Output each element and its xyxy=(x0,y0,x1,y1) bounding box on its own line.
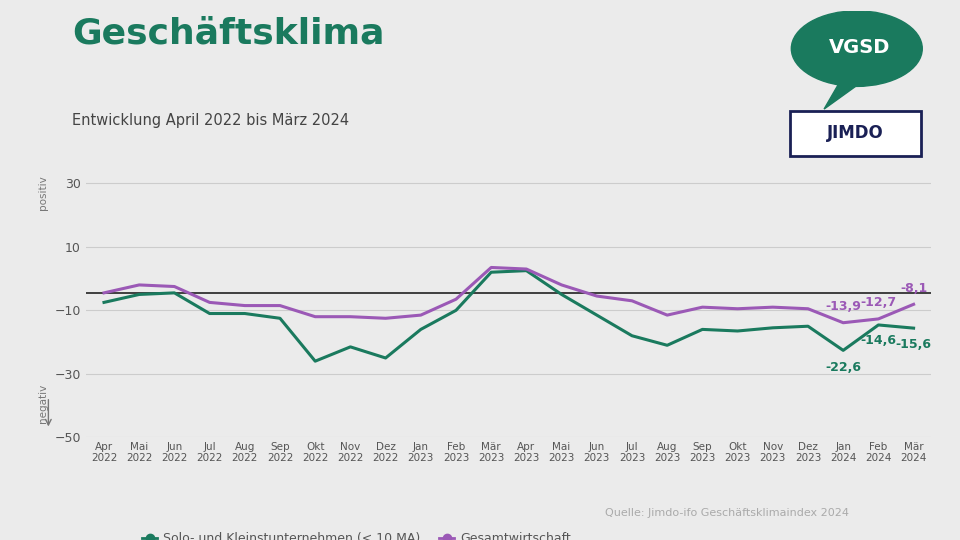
FancyBboxPatch shape xyxy=(790,111,921,156)
Text: -22,6: -22,6 xyxy=(826,361,861,374)
Text: -12,7: -12,7 xyxy=(860,296,897,309)
Polygon shape xyxy=(824,83,860,109)
Text: -14,6: -14,6 xyxy=(860,334,897,347)
Text: Geschäftsklima: Geschäftsklima xyxy=(72,16,385,50)
Text: Entwicklung April 2022 bis März 2024: Entwicklung April 2022 bis März 2024 xyxy=(72,113,349,129)
Ellipse shape xyxy=(791,11,923,86)
Text: Quelle: Jimdo-ifo Geschäftsklimaindex 2024: Quelle: Jimdo-ifo Geschäftsklimaindex 20… xyxy=(605,508,849,518)
Text: -8,1: -8,1 xyxy=(900,282,927,295)
Text: negativ: negativ xyxy=(38,383,48,423)
Text: JIMDO: JIMDO xyxy=(827,124,884,142)
Legend: Solo- und Kleinstunternehmen (< 10 MA), Gesamtwirtschaft: Solo- und Kleinstunternehmen (< 10 MA), … xyxy=(137,527,576,540)
Text: VGSD: VGSD xyxy=(829,38,891,57)
Text: -15,6: -15,6 xyxy=(896,338,931,350)
Text: positiv: positiv xyxy=(38,176,48,210)
Text: -13,9: -13,9 xyxy=(826,300,861,313)
